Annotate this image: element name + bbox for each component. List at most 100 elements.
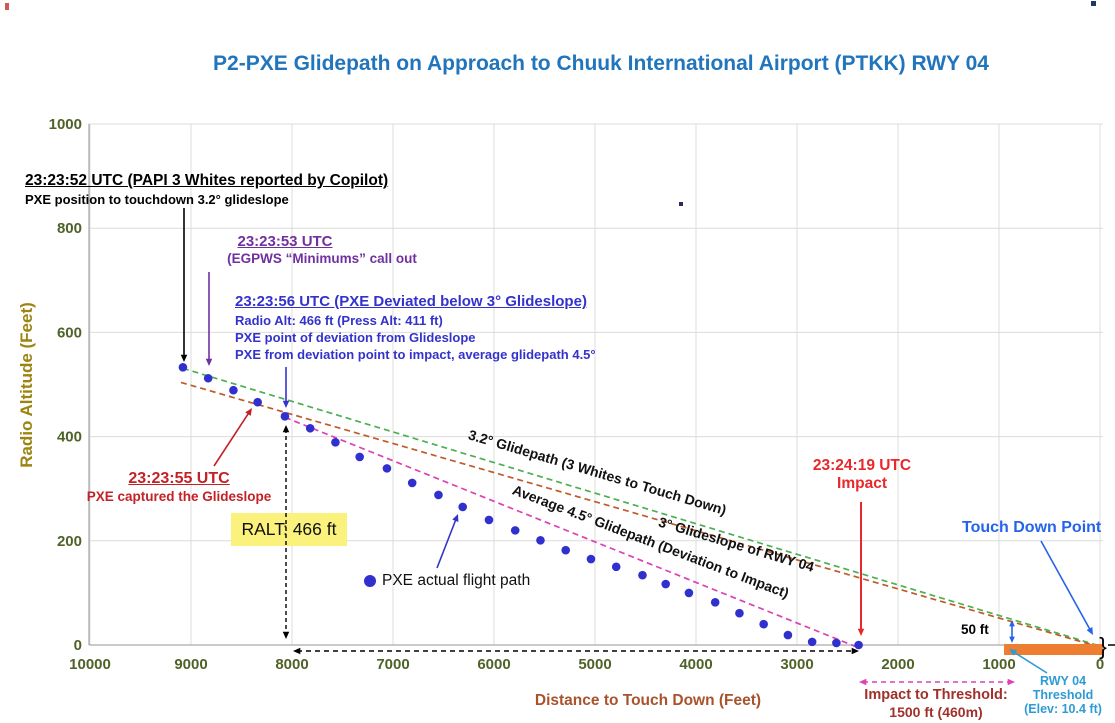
x-tick-label: 3000 [780,656,813,673]
flight-path-dot [355,452,364,462]
artifact-dot [5,3,9,10]
touch-down-point-label: Touch Down Point [962,519,1102,536]
annotation-2352-heading: 23:23:52 UTC (PAPI 3 Whites reported by … [25,172,389,189]
arrowhead [1009,649,1017,656]
flight-path-dot [382,464,392,473]
page-title: P2-PXE Glidepath on Approach to Chuuk In… [213,52,989,75]
flight-path-dot [331,438,340,447]
x-tick-label: 6000 [477,656,510,673]
impact-threshold-line2: 1500 ft (460m) [889,704,983,720]
flight-path-dot [638,570,647,580]
flight-path-dot [586,554,596,564]
legend-label: PXE actual flight path [382,572,531,589]
legend-dot-icon [364,575,376,587]
impact-annotation-time: 23:24:19 UTC [812,457,912,474]
annotation-2356-line2: Radio Alt: 466 ft (Press Alt: 411 ft) [235,313,443,328]
arrowhead [245,408,252,416]
flight-path-dot [854,640,863,650]
arrowhead [1086,627,1093,635]
x-tick-label: 0 [1096,656,1104,673]
annotation-2356-heading: 23:23:56 UTC (PXE Deviated below 3° Glid… [235,293,587,310]
arrowhead [1007,678,1015,686]
artifact-dot [679,202,683,206]
x-tick-label: 5000 [578,656,611,673]
flight-path-dot [759,619,768,629]
x-axis-title: Distance to Touch Down (Feet) [534,692,762,709]
runway-bar [1004,644,1103,655]
x-tick-label: 1000 [982,656,1015,673]
flight-path-dot [783,630,793,640]
annotation-2355-arrow [213,410,251,467]
flight-path-dot [203,373,213,383]
ralt-callout: RALT: 466 ft [241,519,337,539]
annotation-2356-line4: PXE from deviation point to impact, aver… [235,347,596,362]
arrowhead [282,631,290,639]
ref-line-glidepath-3-2 [182,367,1101,647]
y-tick-label: 800 [57,220,82,237]
rwy-threshold-line1: RWY 04 [1039,674,1087,688]
x-tick-label: 2000 [881,656,914,673]
legend: PXE actual flight path [364,572,530,590]
flight-path-dot [305,423,315,433]
flight-path-dot [253,397,262,407]
impact-annotation-label: Impact [837,475,887,492]
flight-path-dot [536,535,545,545]
rwy-threshold-line3: (Elev: 10.4 ft) [1024,702,1102,716]
y-tick-label: 600 [57,324,82,341]
arrowhead [1009,636,1015,643]
arrowhead [293,647,301,655]
fifty-ft-label: 50 ft [961,622,989,637]
flight-path-dot [561,545,571,555]
rwy-threshold-line2: Threshold [1032,688,1094,702]
flight-path-dot [611,562,621,572]
flight-path-dot [735,608,744,618]
annotation-2352-body: PXE position to touchdown 3.2° glideslop… [25,192,289,207]
flight-path-dot [661,579,670,589]
arrowhead [857,628,865,636]
arrowhead [851,647,859,655]
flight-path-dot [684,588,694,598]
legend-pointer-arrow [436,517,458,569]
annotation-2353-heading: 23:23:53 UTC [237,233,333,250]
y-tick-label: 400 [57,429,82,446]
flight-path-dot [710,597,720,607]
annotation-2355-body: PXE captured the Glideslope [86,489,272,504]
arrowhead [205,358,213,366]
threshold-arrow [1011,650,1048,674]
annotation-2353-body: (EGPWS “Minimums” call out [227,251,417,266]
flight-path-dot [807,637,817,647]
y-tick-label: 200 [57,533,82,550]
arrowhead [282,425,290,433]
flight-path-dot [229,385,238,395]
flight-path-dot [510,526,520,535]
arrowhead [452,514,459,522]
arrowhead [859,678,867,686]
flight-path-dot [484,515,494,525]
arrowhead [180,354,188,362]
ralt-highlight-box [231,513,347,546]
impact-threshold-line1: Impact to Threshold: [864,687,1008,703]
x-tick-label: 7000 [376,656,409,673]
y-tick-label: 0 [74,637,82,654]
flight-path-dot [407,478,417,488]
x-tick-label: 8000 [275,656,308,673]
arrowhead [1009,620,1015,627]
ref-line-label-glidepath-3-2: 3.2° Glidepath (3 Whites to Touch Down) [467,426,729,518]
touch-down-arrow [1040,540,1092,632]
ref-line-avg-glidepath-4-5 [284,416,860,649]
flight-path-dot [178,363,188,372]
artifact-dot [1091,1,1096,6]
x-tick-label: 10000 [69,656,111,673]
flight-path-dot [280,411,290,421]
x-tick-label: 9000 [174,656,207,673]
flight-path-dot [458,502,467,512]
runway-end-bracket: } [1099,633,1107,659]
y-axis-title: Radio Altitude (Feet) [17,302,36,468]
annotation-2355-heading: 23:23:55 UTC [128,470,230,487]
arrowhead [282,400,290,408]
y-tick-label: 1000 [49,116,82,133]
x-tick-label: 4000 [679,656,712,673]
flight-path-dot [832,638,841,648]
